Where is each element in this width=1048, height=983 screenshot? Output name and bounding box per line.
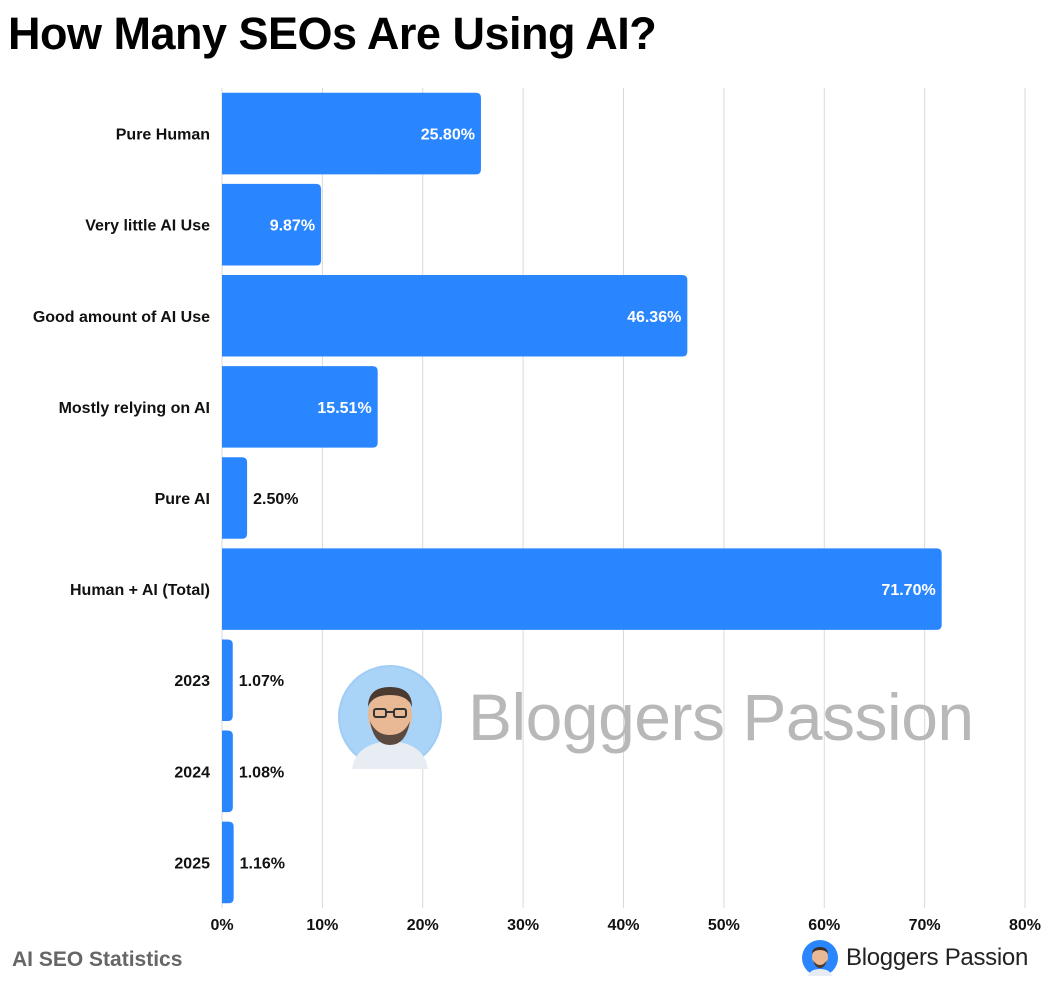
bar xyxy=(222,639,233,721)
value-label: 25.80% xyxy=(421,127,475,144)
category-label: 2024 xyxy=(174,764,210,781)
footer-brand: Bloggers Passion xyxy=(802,940,1028,976)
x-tick-label: 10% xyxy=(306,917,338,934)
value-label: 9.87% xyxy=(270,218,315,235)
value-label: 2.50% xyxy=(253,491,298,508)
category-label: Good amount of AI Use xyxy=(33,309,210,326)
bar-chart: 0% 10% 20% 30% 40% 50% 60% 70% 80% Pure Human 25.8… xyxy=(33,88,1041,934)
value-label: 15.51% xyxy=(317,400,371,417)
bar xyxy=(222,366,378,448)
value-label: 1.16% xyxy=(240,855,285,872)
labels: 0% 10% 20% 30% 40% 50% 60% 70% 80% Pure Human 25.8… xyxy=(33,127,1041,934)
category-label: Human + AI (Total) xyxy=(70,582,210,599)
gridlines xyxy=(221,88,1026,908)
category-label: Pure AI xyxy=(155,491,210,508)
x-tick-label: 80% xyxy=(1009,917,1041,934)
bar xyxy=(222,548,942,630)
bar xyxy=(222,92,481,175)
avatar-icon xyxy=(802,940,839,976)
value-label: 46.36% xyxy=(627,309,681,326)
x-tick-label: 30% xyxy=(507,917,539,934)
x-tick-label: 0% xyxy=(210,917,233,934)
value-label: 1.07% xyxy=(239,673,284,690)
bar xyxy=(222,821,234,904)
x-tick-label: 40% xyxy=(607,917,639,934)
value-label: 1.08% xyxy=(239,764,284,781)
chart-title: How Many SEOs Are Using AI? xyxy=(8,8,657,59)
category-label: Very little AI Use xyxy=(85,218,210,235)
bar xyxy=(222,183,322,266)
x-tick-label: 20% xyxy=(407,917,439,934)
bar xyxy=(222,457,248,539)
x-tick-label: 60% xyxy=(808,917,840,934)
category-label: 2023 xyxy=(174,673,210,690)
bar xyxy=(222,275,688,357)
category-label: Mostly relying on AI xyxy=(59,400,210,417)
value-label: 71.70% xyxy=(881,582,935,599)
brand-name: Bloggers Passion xyxy=(846,944,1028,971)
category-label: 2025 xyxy=(174,855,210,872)
footer-caption: AI SEO Statistics xyxy=(12,948,183,971)
bars xyxy=(222,92,942,904)
x-tick-label: 70% xyxy=(909,917,941,934)
bar xyxy=(222,730,233,813)
x-tick-label: 50% xyxy=(708,917,740,934)
category-label: Pure Human xyxy=(116,127,210,144)
